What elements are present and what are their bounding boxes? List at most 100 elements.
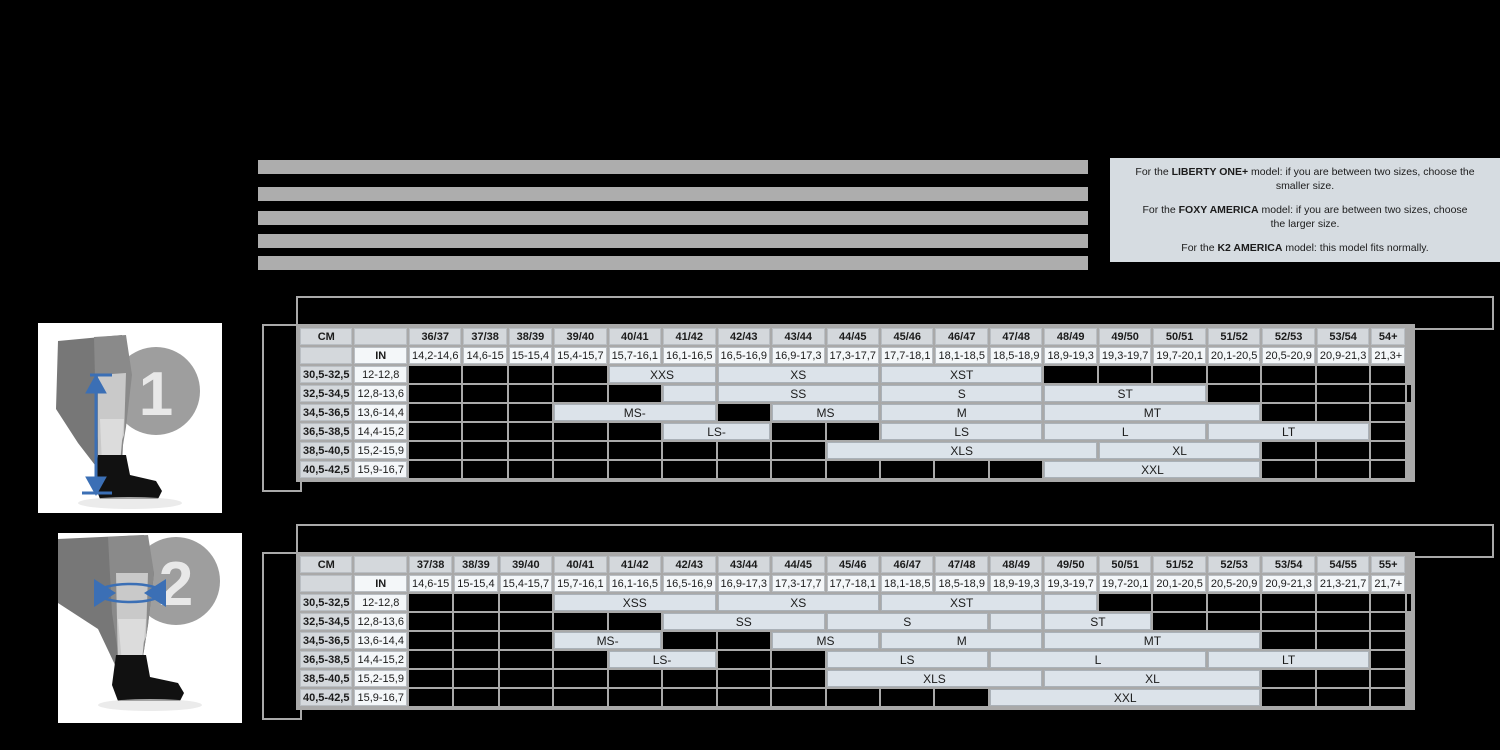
redacted-cell — [1371, 670, 1406, 687]
size-band-cell: MS — [772, 404, 879, 421]
redacted-cell — [1207, 366, 1261, 383]
redacted-cell — [880, 461, 934, 478]
redacted-cell — [499, 632, 553, 649]
inch-size-header: 14,6-15 — [408, 575, 453, 592]
inch-size-header: 21,7+ — [1371, 575, 1406, 592]
row-in-range: 12-12,8 — [354, 594, 407, 611]
header-in-label: IN — [354, 575, 407, 592]
redacted-cell — [1262, 689, 1315, 706]
table-row: 30,5-32,5 12-12,8 XSS XS XST — [300, 594, 1412, 611]
redacted-cell — [717, 651, 771, 668]
fit-advice-line: For the FOXY AMERICA model: if you are b… — [1142, 203, 1468, 231]
redacted-cell — [408, 461, 462, 478]
size-band-empty — [1044, 594, 1097, 611]
shoe-size-header: 44/45 — [772, 556, 825, 573]
redacted-cell — [1407, 385, 1412, 402]
inch-size-header: 19,7-20,1 — [1098, 575, 1152, 592]
shoe-size-header: 49/50 — [1098, 328, 1152, 345]
inch-size-header: 18,1-18,5 — [935, 347, 988, 364]
subheader-spacer — [300, 575, 353, 592]
redacted-cell — [1316, 461, 1370, 478]
shoe-size-header: 47/48 — [989, 328, 1043, 345]
inch-size-header: 15,7-16,1 — [554, 575, 607, 592]
shoe-size-header: 42/43 — [717, 328, 771, 345]
inch-size-header: 20,5-20,9 — [1207, 575, 1261, 592]
table-row: 38,5-40,5 15,2-15,9 XLS XL — [300, 442, 1411, 459]
redacted-cell — [1262, 366, 1315, 383]
redacted-cell — [1153, 613, 1206, 630]
shoe-size-header: 52/53 — [1262, 328, 1315, 345]
inch-size-header: 15-15,4 — [454, 575, 498, 592]
inch-size-header: 20,5-20,9 — [1262, 347, 1315, 364]
redacted-cell — [1371, 594, 1406, 611]
header-spacer — [354, 556, 407, 573]
table-row: 40,5-42,5 15,9-16,7 XXL — [300, 689, 1411, 706]
inch-size-header: 16,5-16,9 — [663, 575, 716, 592]
redacted-cell — [1316, 594, 1370, 611]
row-cm-range: 32,5-34,5 — [300, 613, 353, 630]
inch-size-header: 16,5-16,9 — [717, 347, 771, 364]
redacted-cell — [508, 423, 553, 440]
redacted-cell — [408, 594, 453, 611]
redacted-cell — [408, 366, 462, 383]
redacted-cell — [454, 594, 498, 611]
size-band-cell: LS — [880, 423, 1043, 440]
table-row: 32,5-34,5 12,8-13,6 SS S ST — [300, 385, 1412, 402]
redacted-cell — [1371, 385, 1406, 402]
table-row: 36,5-38,5 14,4-15,2 LS- LS L LT — [300, 651, 1411, 668]
redacted-cell — [1316, 366, 1370, 383]
row-cm-range: 34,5-36,5 — [300, 404, 353, 421]
shoe-size-header: 54+ — [1371, 328, 1406, 345]
calf-circumference-diagram: 2 — [58, 533, 242, 723]
table-subheader-row: IN 14,2-14,6 14,6-15 15-15,4 15,4-15,7 15,7-1… — [300, 347, 1411, 364]
redacted-cell — [408, 651, 453, 668]
redacted-cell — [454, 670, 498, 687]
redacted-cell — [1262, 404, 1315, 421]
inch-size-header: 18,5-18,9 — [935, 575, 988, 592]
redacted-cell — [408, 404, 462, 421]
table-header-row: CM 37/38 38/39 39/40 40/41 41/42 42/43 43/44 44/… — [300, 556, 1411, 573]
redacted-cell — [508, 404, 553, 421]
step-badge-2 — [132, 537, 220, 625]
size-band-cell: XXL — [1044, 461, 1261, 478]
size-band-empty — [989, 613, 1043, 630]
redacted-cell — [463, 366, 507, 383]
redacted-cell — [608, 423, 662, 440]
row-in-range: 13,6-14,4 — [354, 632, 407, 649]
shoe-size-header: 36/37 — [408, 328, 462, 345]
shoe-size-header: 53/54 — [1316, 328, 1370, 345]
redacted-cell — [554, 689, 607, 706]
redacted-cell — [1207, 594, 1261, 611]
size-band-empty — [663, 385, 716, 402]
size-band-cell: XL — [1098, 442, 1261, 459]
table-row: 34,5-36,5 13,6-14,4 MS- MS M MT — [300, 404, 1411, 421]
inch-size-header: 15,7-16,1 — [608, 347, 662, 364]
inch-size-header: 20,1-20,5 — [1207, 347, 1261, 364]
size-band-cell: ST — [1044, 385, 1206, 402]
row-cm-range: 40,5-42,5 — [300, 689, 353, 706]
redacted-cell — [554, 613, 607, 630]
header-cm-label: CM — [300, 328, 353, 345]
size-band-cell: MT — [1044, 632, 1261, 649]
inch-size-header: 17,7-18,1 — [826, 575, 879, 592]
fit-advice-note: For the LIBERTY ONE+ model: if you are b… — [1110, 158, 1500, 262]
redacted-cell — [408, 613, 453, 630]
redacted-cell — [499, 594, 553, 611]
redacted-cell — [1371, 461, 1406, 478]
inch-size-header: 14,6-15 — [463, 347, 507, 364]
row-cm-range: 30,5-32,5 — [300, 594, 353, 611]
size-band-cell: MS — [772, 632, 879, 649]
row-in-range: 15,9-16,7 — [354, 689, 407, 706]
redacted-cell — [663, 670, 716, 687]
redacted-bar — [258, 234, 1088, 248]
inch-size-header: 16,9-17,3 — [717, 575, 771, 592]
redacted-cell — [1262, 442, 1315, 459]
redacted-cell — [663, 461, 716, 478]
redacted-cell — [772, 651, 825, 668]
redacted-cell — [454, 689, 498, 706]
shoe-size-header: 40/41 — [608, 328, 662, 345]
redacted-cell — [508, 385, 553, 402]
shoe-size-header: 37/38 — [463, 328, 507, 345]
redacted-cell — [663, 632, 716, 649]
inch-size-header: 21,3+ — [1371, 347, 1406, 364]
